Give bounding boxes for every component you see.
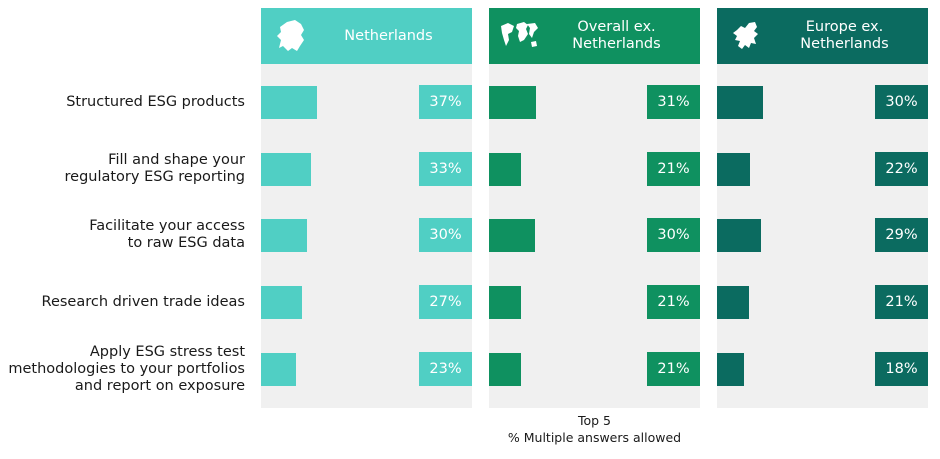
row-label-text: Facilitate your access to raw ESG data (89, 218, 245, 252)
row-label-text: Research driven trade ideas (42, 294, 245, 311)
value-label: 37% (419, 85, 472, 119)
row-label-line: methodologies to your portfolios (8, 360, 245, 377)
row-label-line: Research driven trade ideas (41, 293, 245, 310)
row-label-4: Research driven trade ideas (0, 275, 245, 329)
panel-title-text: Netherlands (344, 28, 432, 45)
value-label: 29% (875, 218, 928, 252)
row-label-line: Structured ESG products (66, 93, 245, 110)
bar-netherlands-1 (261, 86, 317, 119)
panel-overall-ex-netherlands: Overall ex. Netherlands (489, 8, 700, 408)
bar-europe-ex-netherlands-2 (717, 153, 750, 186)
bar-overall-ex-netherlands-5 (489, 353, 521, 386)
row-label-1: Structured ESG products (0, 75, 245, 129)
panel-header: Europe ex. Netherlands (717, 8, 928, 64)
bar-europe-ex-netherlands-1 (717, 86, 763, 119)
row-label-line: Fill and shape your (108, 152, 245, 168)
panel-netherlands: Netherlands (261, 8, 472, 408)
row-label-5: Apply ESG stress test methodologies to yo… (0, 342, 245, 396)
bar-overall-ex-netherlands-4 (489, 286, 521, 319)
panel-title-line: Netherlands (800, 36, 889, 52)
value-label: 21% (647, 285, 700, 319)
row-label-line: Facilitate your access (89, 218, 245, 234)
row-label-text: Fill and shape your regulatory ESG report… (65, 152, 246, 186)
chart-footnote: Top 5 % Multiple answers allowed (489, 412, 700, 446)
row-label-line: and report on exposure (74, 377, 245, 394)
row-label-3: Facilitate your access to raw ESG data (0, 208, 245, 262)
bar-netherlands-5 (261, 353, 296, 386)
bar-overall-ex-netherlands-2 (489, 153, 521, 186)
world-map-icon (501, 22, 538, 47)
row-label-line: Apply ESG stress test (89, 343, 245, 360)
value-label: 18% (875, 352, 928, 386)
row-label-text: Apply ESG stress test methodologies to yo… (8, 344, 245, 395)
value-label: 30% (647, 218, 700, 252)
value-label: 31% (647, 85, 700, 119)
row-label-text: Structured ESG products (66, 94, 245, 111)
footnote-line-2: % Multiple answers allowed (507, 430, 682, 445)
value-label: 27% (419, 285, 472, 319)
bar-netherlands-3 (261, 219, 307, 252)
europe-map-icon (733, 22, 758, 49)
value-label: 21% (647, 152, 700, 186)
bar-overall-ex-netherlands-3 (489, 219, 535, 252)
panel-title: Europe ex. Netherlands (767, 8, 922, 64)
bar-europe-ex-netherlands-5 (717, 353, 744, 386)
footnote-line-1: Top 5 (577, 413, 612, 428)
value-label: 22% (875, 152, 928, 186)
panel-europe-ex-netherlands: Europe ex. Netherlands (717, 8, 928, 408)
panel-title-line: Europe ex. (805, 19, 884, 35)
panel-title-line: Netherlands (344, 27, 433, 44)
panel-title-line: Overall ex. (577, 19, 656, 35)
value-label: 23% (419, 352, 472, 386)
bar-europe-ex-netherlands-4 (717, 286, 749, 319)
panel-header: Netherlands (261, 8, 472, 64)
netherlands-map-icon (277, 20, 304, 51)
row-label-2: Fill and shape your regulatory ESG report… (0, 142, 246, 196)
value-label: 30% (419, 218, 472, 252)
panel-title: Overall ex. Netherlands (539, 8, 694, 64)
panel-header: Overall ex. Netherlands (489, 8, 700, 64)
value-label: 21% (875, 285, 928, 319)
value-label: 33% (419, 152, 472, 186)
panel-title-line: Netherlands (572, 36, 661, 52)
row-label-line: to raw ESG data (127, 235, 245, 251)
value-label: 21% (647, 352, 700, 386)
value-label: 30% (875, 85, 928, 119)
panel-title-text: Europe ex. Netherlands (800, 19, 888, 53)
bar-overall-ex-netherlands-1 (489, 86, 536, 119)
bar-netherlands-2 (261, 153, 311, 186)
bar-europe-ex-netherlands-3 (717, 219, 761, 252)
panel-title-text: Overall ex. Netherlands (572, 19, 660, 53)
bar-netherlands-4 (261, 286, 302, 319)
panel-title: Netherlands (311, 8, 466, 64)
row-label-line: regulatory ESG reporting (64, 169, 246, 185)
